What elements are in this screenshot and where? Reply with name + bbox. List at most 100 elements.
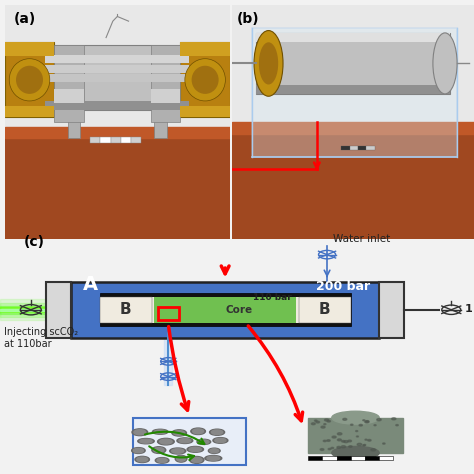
Circle shape: [396, 425, 398, 426]
Ellipse shape: [210, 429, 224, 435]
Circle shape: [328, 448, 331, 450]
Circle shape: [344, 440, 348, 443]
Bar: [133, 418, 246, 465]
Bar: [100, 137, 110, 143]
Text: Injecting scCO₂
at 110bar: Injecting scCO₂ at 110bar: [4, 328, 78, 349]
Circle shape: [337, 439, 341, 441]
Circle shape: [363, 419, 365, 421]
Text: Water inlet: Water inlet: [333, 234, 390, 244]
Circle shape: [325, 419, 328, 421]
Bar: [155, 80, 167, 138]
Circle shape: [357, 443, 362, 446]
Circle shape: [374, 425, 376, 426]
Bar: [180, 106, 230, 118]
Bar: [180, 42, 230, 56]
Bar: [351, 456, 365, 460]
Bar: [71, 282, 379, 338]
Ellipse shape: [172, 430, 186, 436]
Bar: [46, 64, 190, 73]
Ellipse shape: [332, 411, 379, 424]
Circle shape: [377, 419, 381, 421]
Bar: [154, 297, 296, 323]
Bar: [100, 293, 351, 326]
Text: A: A: [83, 275, 98, 294]
Bar: [256, 33, 450, 94]
Ellipse shape: [151, 447, 166, 453]
Circle shape: [392, 418, 396, 420]
Bar: [46, 42, 190, 56]
Ellipse shape: [153, 428, 168, 435]
Bar: [337, 456, 351, 460]
Circle shape: [349, 446, 352, 447]
Bar: [322, 456, 337, 460]
Ellipse shape: [196, 439, 211, 445]
Ellipse shape: [157, 458, 167, 463]
Bar: [100, 297, 152, 323]
Ellipse shape: [155, 457, 169, 463]
Ellipse shape: [175, 457, 187, 461]
Bar: [46, 45, 190, 110]
Ellipse shape: [189, 447, 201, 452]
Circle shape: [337, 433, 342, 435]
Ellipse shape: [332, 447, 379, 459]
Ellipse shape: [192, 429, 204, 434]
Bar: [110, 137, 121, 143]
Bar: [151, 45, 180, 122]
Circle shape: [327, 420, 330, 422]
Ellipse shape: [179, 438, 191, 443]
Circle shape: [331, 447, 334, 449]
Bar: [232, 5, 474, 127]
Ellipse shape: [132, 430, 147, 435]
Bar: [252, 28, 457, 157]
Bar: [0, 299, 46, 320]
Circle shape: [356, 436, 358, 437]
Circle shape: [337, 447, 341, 448]
Bar: [68, 80, 80, 138]
Circle shape: [316, 421, 319, 423]
Ellipse shape: [190, 428, 206, 435]
Circle shape: [185, 59, 226, 101]
Bar: [46, 282, 71, 338]
Bar: [379, 282, 404, 338]
Bar: [55, 89, 83, 103]
Bar: [358, 146, 366, 150]
Bar: [365, 456, 379, 460]
Circle shape: [341, 446, 346, 448]
Circle shape: [314, 420, 317, 421]
Circle shape: [323, 440, 326, 442]
Bar: [308, 456, 322, 460]
Ellipse shape: [254, 30, 283, 96]
Bar: [349, 146, 358, 150]
Ellipse shape: [213, 438, 228, 443]
Text: Core: Core: [226, 305, 253, 315]
Ellipse shape: [133, 448, 144, 453]
Bar: [299, 297, 351, 323]
Ellipse shape: [215, 438, 226, 442]
Circle shape: [16, 66, 43, 94]
Ellipse shape: [211, 430, 223, 434]
Ellipse shape: [187, 446, 203, 453]
Ellipse shape: [136, 457, 148, 462]
Circle shape: [327, 440, 330, 441]
Circle shape: [365, 420, 369, 422]
Circle shape: [343, 419, 347, 420]
Bar: [46, 55, 190, 64]
Ellipse shape: [174, 431, 184, 435]
Circle shape: [321, 426, 325, 428]
Circle shape: [324, 424, 326, 425]
Bar: [90, 137, 100, 143]
Bar: [55, 45, 83, 122]
Bar: [232, 127, 474, 239]
Circle shape: [348, 440, 352, 442]
Bar: [5, 42, 55, 118]
Circle shape: [320, 448, 324, 450]
Ellipse shape: [173, 449, 182, 453]
Ellipse shape: [159, 439, 173, 444]
Circle shape: [368, 439, 371, 441]
Ellipse shape: [433, 33, 457, 94]
Ellipse shape: [134, 430, 146, 434]
Bar: [158, 307, 179, 320]
Ellipse shape: [259, 42, 278, 84]
Bar: [131, 137, 141, 143]
Ellipse shape: [153, 448, 164, 452]
